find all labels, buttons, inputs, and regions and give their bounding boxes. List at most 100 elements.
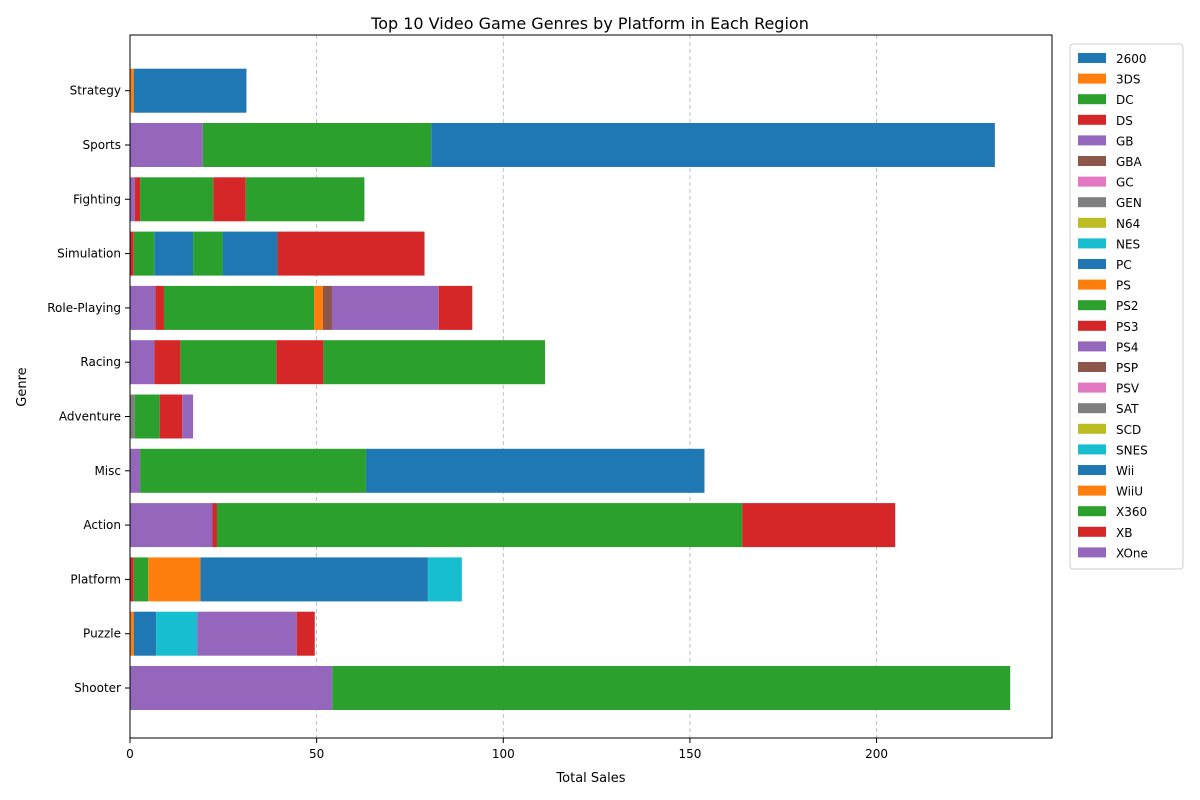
bar-segment bbox=[130, 68, 134, 113]
legend-label: SCD bbox=[1116, 423, 1141, 437]
bar-segment bbox=[296, 611, 315, 656]
bar-segment bbox=[212, 503, 217, 548]
legend-swatch bbox=[1078, 279, 1106, 290]
legend-swatch bbox=[1078, 94, 1106, 105]
bar-segment bbox=[133, 557, 149, 602]
bar-segment bbox=[130, 231, 134, 276]
bar-segment bbox=[314, 285, 323, 330]
bar-segment bbox=[323, 340, 546, 385]
legend-label: GEN bbox=[1116, 196, 1142, 210]
legend-label: DS bbox=[1116, 114, 1133, 128]
legend-label: 3DS bbox=[1116, 73, 1141, 87]
legend-label: N64 bbox=[1116, 217, 1140, 231]
bar-segment bbox=[130, 285, 156, 330]
legend-swatch bbox=[1078, 176, 1106, 187]
y-tick-label: Misc bbox=[94, 464, 121, 478]
bar-segment bbox=[130, 394, 135, 439]
bar-segment bbox=[197, 611, 297, 656]
y-tick-label: Role-Playing bbox=[47, 301, 121, 315]
legend-label: Wii bbox=[1116, 464, 1134, 478]
legend-label: PS bbox=[1116, 279, 1131, 293]
y-tick-label: Strategy bbox=[70, 84, 121, 98]
legend-swatch bbox=[1078, 382, 1106, 393]
legend-swatch bbox=[1078, 197, 1106, 208]
legend-swatch bbox=[1078, 506, 1106, 517]
legend-label: X360 bbox=[1116, 505, 1147, 519]
legend-swatch bbox=[1078, 362, 1106, 372]
y-axis-ticks: Shooter Puzzle Platform Action Misc Adventure… bbox=[47, 84, 130, 695]
legend-swatch bbox=[1078, 341, 1106, 352]
bar-segment bbox=[133, 231, 155, 276]
x-axis-label: Total Sales bbox=[555, 771, 625, 786]
bar-segment bbox=[130, 503, 213, 548]
chart-title: Top 10 Video Game Genres by Platform in … bbox=[370, 14, 809, 33]
legend-label: PSV bbox=[1116, 382, 1140, 396]
legend-label: XB bbox=[1116, 526, 1132, 540]
x-tick-label: 50 bbox=[309, 747, 324, 761]
x-tick-label: 200 bbox=[865, 747, 888, 761]
legend-swatch bbox=[1078, 53, 1106, 63]
legend-label: GBA bbox=[1116, 155, 1143, 169]
legend-swatch bbox=[1078, 114, 1106, 125]
legend-swatch bbox=[1078, 403, 1106, 414]
bar-segment bbox=[133, 68, 247, 113]
x-axis-ticks: 0 50 100 150 200 bbox=[126, 738, 888, 761]
legend-swatch bbox=[1078, 444, 1106, 455]
bar-segment bbox=[200, 557, 428, 602]
y-tick-label: Action bbox=[83, 518, 121, 532]
legend-swatch bbox=[1078, 300, 1106, 311]
bar-segment bbox=[365, 448, 705, 493]
legend-swatch bbox=[1078, 135, 1106, 146]
bar-segment bbox=[130, 611, 134, 656]
bar-segment bbox=[130, 340, 155, 385]
legend-label: SAT bbox=[1116, 402, 1139, 416]
legend-swatch bbox=[1078, 217, 1106, 228]
legend-label: NES bbox=[1116, 237, 1140, 251]
bar-segment bbox=[245, 177, 365, 222]
plot-frame bbox=[129, 34, 1053, 739]
bar-segment bbox=[213, 177, 246, 222]
bar-segment bbox=[276, 340, 324, 385]
bar-segment bbox=[331, 285, 439, 330]
bar-segment bbox=[159, 394, 183, 439]
bar-segment bbox=[133, 611, 157, 656]
y-tick-label: Adventure bbox=[59, 410, 121, 424]
bar-segment bbox=[438, 285, 473, 330]
y-axis-label: Genre bbox=[15, 367, 30, 406]
bar-segment bbox=[216, 503, 743, 548]
legend-label: 2600 bbox=[1116, 52, 1147, 66]
bar-segment bbox=[202, 123, 432, 167]
legend-swatch bbox=[1078, 526, 1106, 537]
y-tick-label: Simulation bbox=[57, 247, 121, 261]
y-tick-label: Shooter bbox=[74, 681, 121, 695]
bar-segment bbox=[130, 177, 135, 222]
legend-swatch bbox=[1078, 259, 1106, 269]
bar-segment bbox=[742, 503, 896, 548]
bar-segment bbox=[332, 666, 1011, 710]
y-tick-label: Fighting bbox=[73, 192, 121, 206]
legend-label: GB bbox=[1116, 134, 1134, 148]
y-tick-label: Sports bbox=[83, 138, 121, 152]
bar-segment bbox=[134, 394, 160, 439]
legend-label: WiiU bbox=[1116, 485, 1143, 499]
bar-segment bbox=[431, 123, 995, 167]
bar-segment bbox=[154, 340, 181, 385]
legend-label: PSP bbox=[1116, 361, 1138, 375]
x-tick-label: 150 bbox=[678, 747, 701, 761]
legend-label: DC bbox=[1116, 93, 1134, 107]
bar-segment bbox=[182, 394, 194, 439]
bar-segment bbox=[222, 231, 278, 276]
bar-segment bbox=[140, 448, 366, 493]
legend-label: PS3 bbox=[1116, 320, 1139, 334]
bar-segment bbox=[154, 231, 194, 276]
bar-segment bbox=[163, 285, 315, 330]
legend-swatch bbox=[1078, 238, 1106, 249]
bar-segment bbox=[180, 340, 277, 385]
y-tick-label: Racing bbox=[80, 355, 121, 369]
x-tick-label: 0 bbox=[126, 747, 134, 761]
bar-segment bbox=[130, 123, 203, 167]
bar-segment bbox=[427, 557, 462, 602]
bar-segment bbox=[155, 285, 164, 330]
legend-swatch bbox=[1078, 465, 1106, 475]
bar-segment bbox=[193, 231, 223, 276]
